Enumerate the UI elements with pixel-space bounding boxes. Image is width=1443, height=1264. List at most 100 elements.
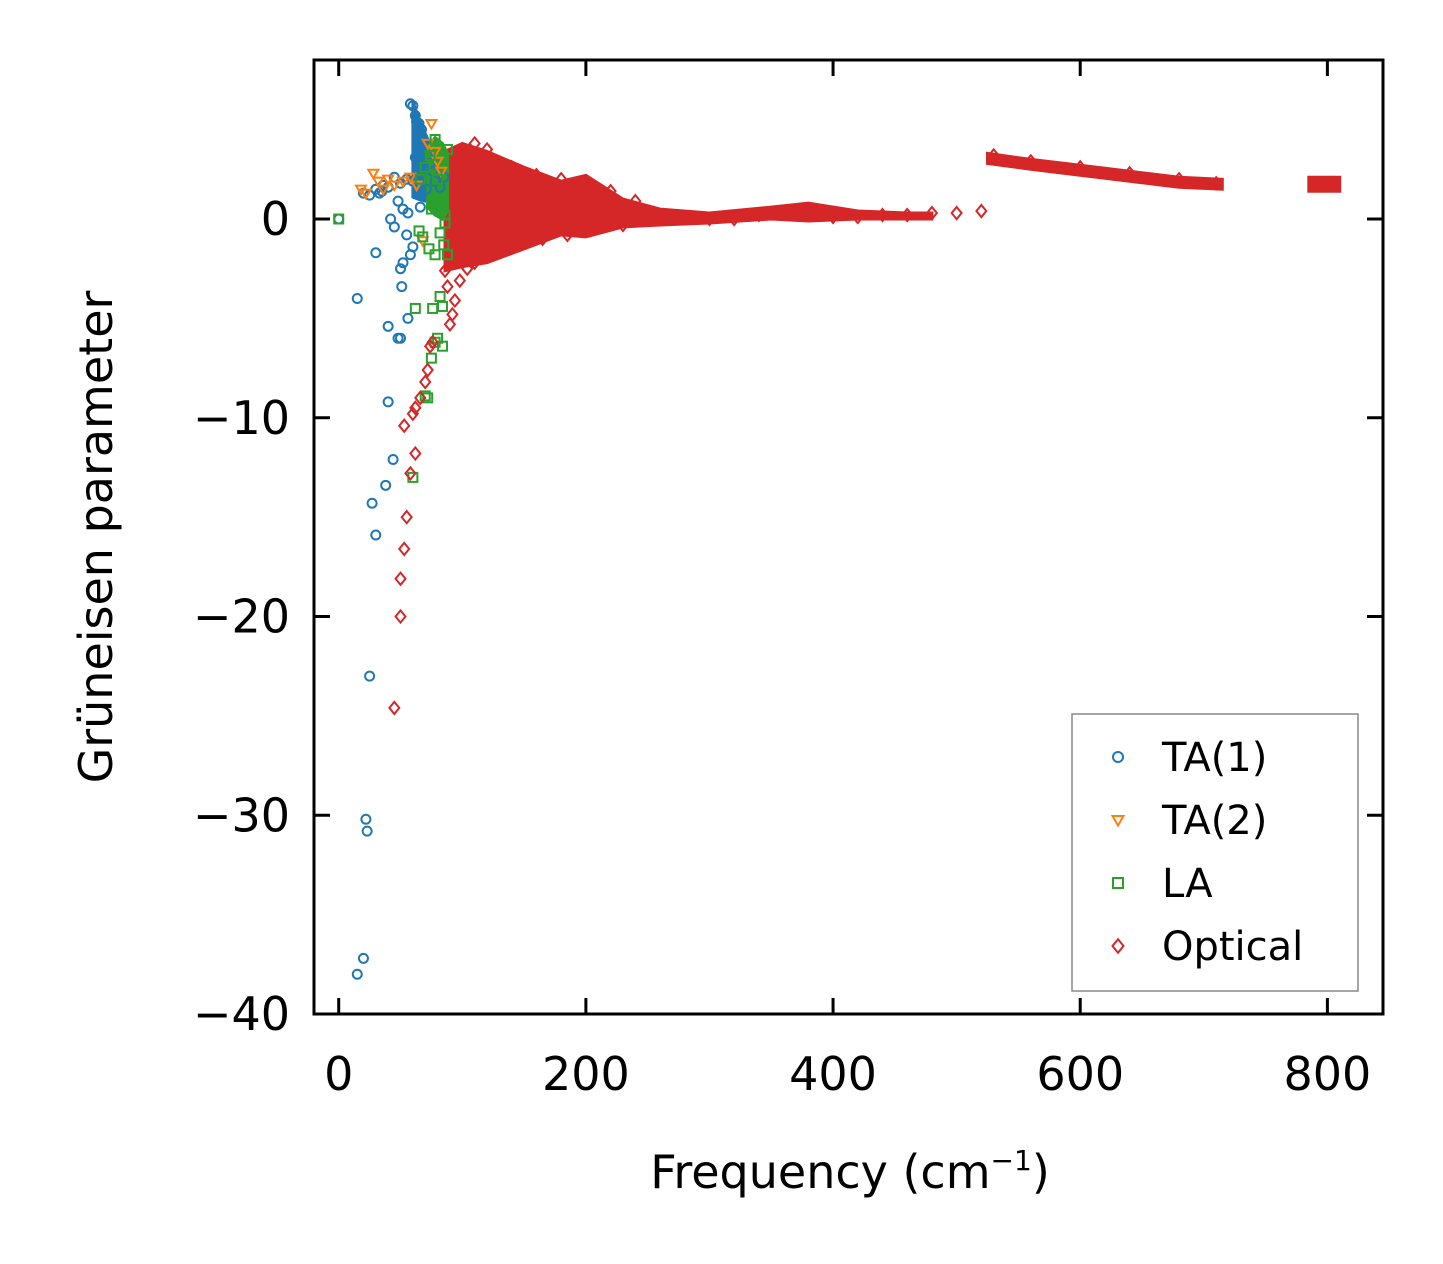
- point-optical: [604, 183, 617, 199]
- point-optical: [876, 207, 889, 223]
- point-optical: [536, 231, 549, 247]
- point-optical: [394, 608, 407, 625]
- point-optical: [465, 201, 479, 217]
- point-optical: [423, 338, 437, 354]
- point-ta-1: [333, 213, 345, 225]
- series-ta-1: [333, 98, 450, 980]
- point-ta-2: [366, 168, 381, 181]
- point-optical: [802, 205, 815, 221]
- point-optical: [925, 205, 939, 221]
- point-optical: [987, 147, 1000, 164]
- band-optical-1: [986, 151, 1224, 191]
- legend-item-optical: Optical: [1111, 924, 1303, 970]
- point-la: [333, 213, 345, 225]
- axis-ticks: 0 200 400 600 800 0 −10 −20 −30 −40: [193, 60, 1383, 1101]
- point-optical: [647, 205, 661, 221]
- point-optical: [629, 193, 642, 209]
- point-ta-1: [401, 229, 413, 241]
- point-optical: [1024, 153, 1038, 170]
- point-optical: [727, 211, 741, 227]
- point-la: [432, 173, 444, 185]
- point-ta-1: [414, 201, 426, 213]
- legend: TA(1) TA(2) LA Optical: [1071, 713, 1359, 992]
- point-optical: [418, 374, 432, 390]
- point-la: [419, 161, 431, 173]
- x-tick-label: 200: [542, 1047, 630, 1101]
- point-optical: [950, 205, 963, 221]
- point-optical: [511, 237, 525, 253]
- point-optical: [1172, 171, 1186, 187]
- point-ta-1: [380, 479, 392, 491]
- point-la: [417, 231, 429, 243]
- legend-label: TA(1): [1161, 735, 1267, 781]
- point-optical: [441, 278, 454, 295]
- legend-label: LA: [1162, 861, 1213, 907]
- point-optical: [579, 223, 593, 239]
- point-la: [424, 149, 436, 161]
- point-ta-2: [371, 176, 385, 189]
- plot-frame: [312, 58, 1385, 1016]
- point-optical: [900, 207, 914, 223]
- point-la: [425, 352, 437, 364]
- point-la: [429, 249, 441, 261]
- point-optical: [1209, 175, 1223, 191]
- plot-points: [333, 98, 1340, 980]
- point-ta-1: [411, 116, 423, 128]
- point-la: [429, 134, 441, 145]
- point-optical: [421, 362, 434, 378]
- point-ta-1: [407, 100, 419, 112]
- point-ta-1: [413, 118, 425, 130]
- point-la: [434, 227, 446, 239]
- point-la: [439, 217, 451, 229]
- point-ta-1: [376, 185, 388, 197]
- point-ta-1: [366, 497, 378, 509]
- legend-marker-la: [1112, 877, 1124, 889]
- point-optical: [493, 241, 506, 257]
- point-optical: [414, 390, 427, 406]
- point-optical: [1327, 175, 1340, 191]
- point-la: [425, 203, 437, 215]
- point-ta-1: [397, 257, 409, 269]
- y-tick-label: −40: [193, 987, 290, 1041]
- point-ta-1: [388, 221, 400, 233]
- point-optical: [573, 207, 586, 223]
- point-optical: [409, 445, 422, 462]
- point-optical: [672, 209, 685, 225]
- x-tick-label: 600: [1036, 1047, 1124, 1101]
- point-ta-2: [376, 184, 390, 197]
- y-tick-label: −20: [193, 590, 290, 644]
- point-optical: [616, 217, 630, 233]
- point-ta-2: [387, 180, 402, 193]
- point-optical: [777, 205, 790, 221]
- point-optical: [468, 135, 481, 152]
- point-optical: [1123, 165, 1136, 181]
- y-tick-label: 0: [261, 192, 290, 246]
- point-optical: [426, 334, 439, 350]
- x-axis-label: Frequency (cm−1): [650, 1144, 1050, 1199]
- point-la: [409, 302, 421, 314]
- point-la: [437, 340, 449, 352]
- point-optical: [388, 700, 401, 716]
- point-ta-1: [351, 968, 363, 980]
- legend-box: [1071, 713, 1359, 992]
- point-ta-1: [407, 241, 419, 253]
- point-optical: [505, 159, 518, 175]
- point-optical: [397, 541, 411, 557]
- legend-marker-ta-2: [1110, 815, 1126, 828]
- point-la: [422, 392, 434, 404]
- legend-item-la: LA: [1112, 861, 1213, 907]
- point-optical: [826, 209, 840, 225]
- point-optical: [975, 203, 988, 219]
- point-ta-1: [402, 312, 414, 324]
- point-ta-1: [351, 293, 363, 304]
- point-optical: [548, 205, 562, 221]
- point-ta-2: [424, 119, 439, 131]
- point-optical: [554, 171, 568, 187]
- point-ta-1: [382, 396, 394, 408]
- point-optical: [530, 167, 543, 183]
- point-ta-1: [409, 151, 421, 163]
- point-la: [439, 209, 451, 221]
- point-optical: [446, 306, 459, 323]
- point-la: [423, 243, 435, 255]
